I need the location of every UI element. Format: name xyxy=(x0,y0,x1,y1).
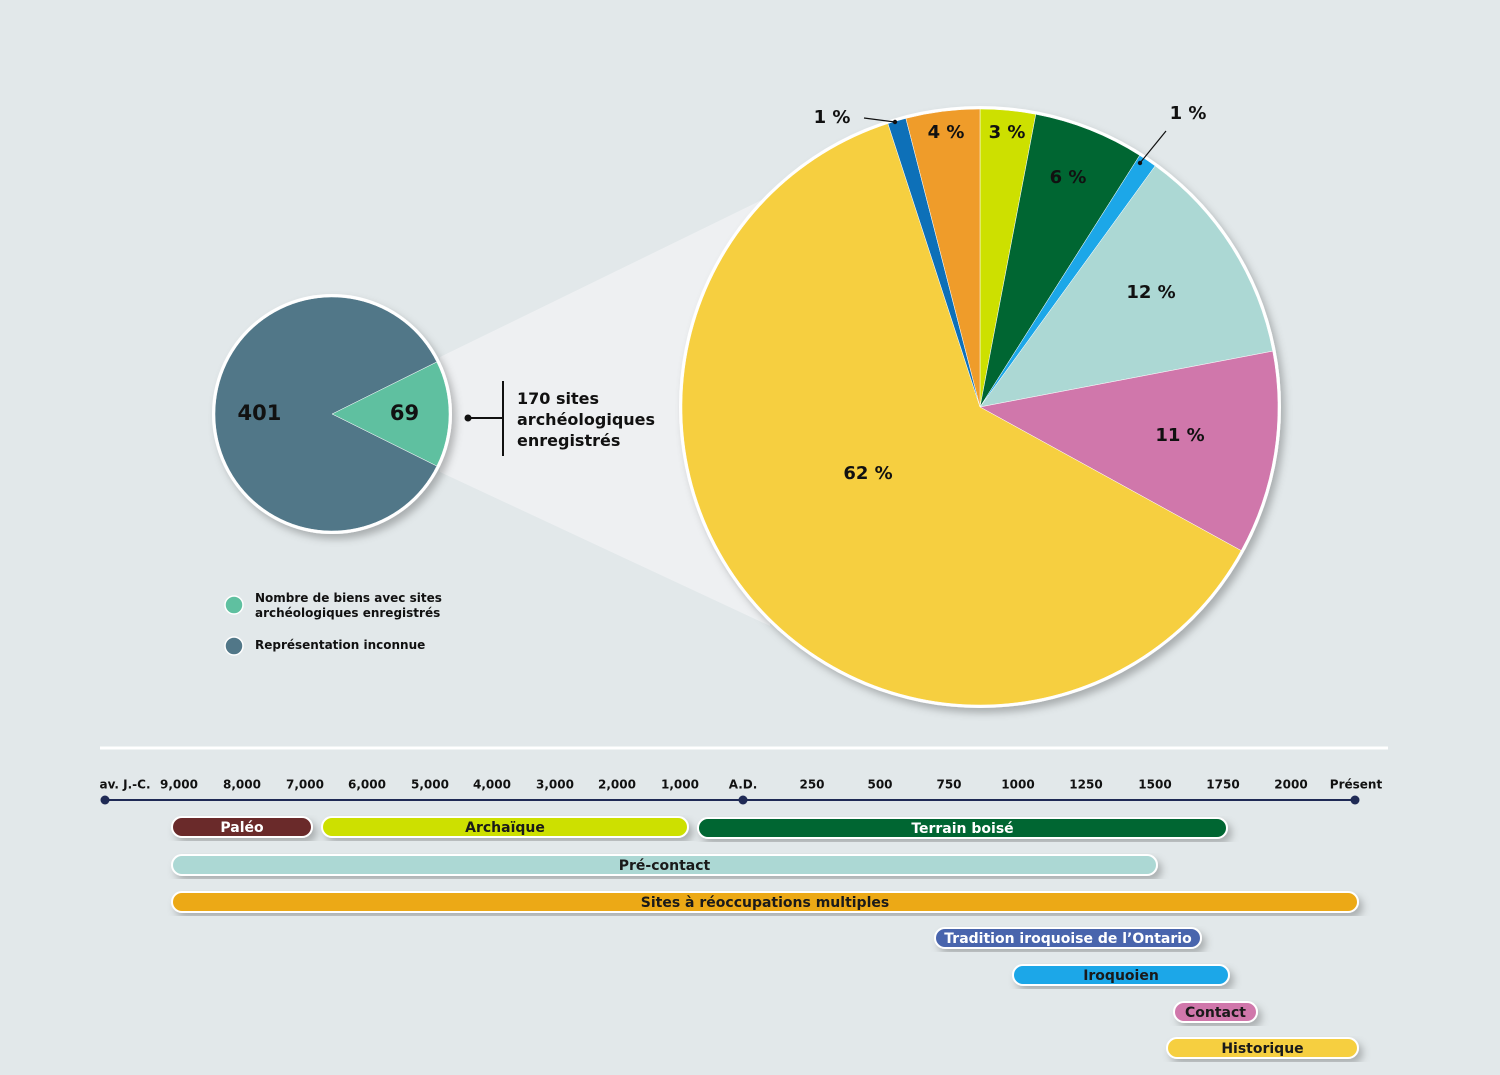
period-bar-fill xyxy=(1166,1037,1359,1059)
axis-dot xyxy=(1350,795,1360,805)
value-label: 12 % xyxy=(1126,282,1175,303)
tick-label: 1,000 xyxy=(661,778,699,792)
tick-label: Présent xyxy=(1330,778,1383,792)
period-label: Iroquoien xyxy=(1083,968,1159,984)
tick-label: A.D. xyxy=(729,778,758,792)
leader-dot xyxy=(1137,160,1143,166)
period-label: Pré-contact xyxy=(619,858,711,874)
annotation: 170 sites archéologiques enregistrés xyxy=(517,389,656,450)
legend-label: Représentation inconnue xyxy=(255,638,426,652)
value-label: 1 % xyxy=(1170,103,1207,124)
period-label: Tradition iroquoise de l’Ontario xyxy=(944,931,1192,947)
period-label: Terrain boisé xyxy=(911,821,1013,837)
tick-label: 9,000 xyxy=(160,778,198,792)
legend-swatch xyxy=(224,636,244,656)
period-label: Contact xyxy=(1185,1005,1246,1021)
leader-dot xyxy=(892,119,898,125)
tick-label: 1500 xyxy=(1138,778,1171,792)
legend-swatch xyxy=(224,595,244,615)
period-bar xyxy=(934,927,1202,949)
value-label: 3 % xyxy=(989,122,1026,143)
leader-line xyxy=(1139,130,1167,164)
period-label: Archaïque xyxy=(465,820,545,836)
pie-slice xyxy=(979,350,1279,551)
period-bar-fill xyxy=(171,854,1158,876)
callout-dot xyxy=(464,414,472,422)
tick-label: 1250 xyxy=(1069,778,1102,792)
tick-label: 2,000 xyxy=(598,778,636,792)
period-bar-fill xyxy=(697,817,1228,839)
value-label: 62 % xyxy=(843,463,892,484)
period-bar-fill xyxy=(1173,1001,1258,1023)
value-label: 6 % xyxy=(1050,167,1087,188)
tick-label: 250 xyxy=(799,778,824,792)
period-bar xyxy=(1012,964,1230,986)
value-label: 401 xyxy=(238,401,282,425)
tick-label: 8,000 xyxy=(223,778,261,792)
tick-label: 1000 xyxy=(1001,778,1034,792)
pie-slice xyxy=(681,123,1242,706)
tick-label: 2000 xyxy=(1274,778,1307,792)
period-bar xyxy=(1166,1037,1359,1059)
period-bar xyxy=(171,854,1158,876)
period-label: Sites à réoccupations multiples xyxy=(641,895,889,911)
pie xyxy=(212,294,452,534)
value-label: 69 xyxy=(390,401,419,425)
pie-slice xyxy=(331,361,450,467)
tick-label: av. J.-C. xyxy=(99,778,150,792)
period-bar xyxy=(697,817,1228,839)
axis-dot xyxy=(100,795,110,805)
period-bar xyxy=(1173,1001,1258,1023)
axis-dot xyxy=(738,795,748,805)
period-label: Historique xyxy=(1221,1041,1303,1057)
period-bar xyxy=(171,816,313,838)
period-bar-fill xyxy=(1012,964,1230,986)
legend-label: Nombre de biens avec sites archéologique… xyxy=(255,591,442,620)
pie xyxy=(679,106,1281,708)
value-label: 1 % xyxy=(814,107,851,128)
tick-label: 1750 xyxy=(1206,778,1239,792)
period-bar-fill xyxy=(321,816,689,838)
period-bar-fill xyxy=(934,927,1202,949)
leader-line xyxy=(863,117,896,123)
value-label: 4 % xyxy=(928,122,965,143)
tick-label: 6,000 xyxy=(348,778,386,792)
pie-slice xyxy=(214,296,438,532)
tick-label: 500 xyxy=(867,778,892,792)
period-bar xyxy=(171,891,1359,913)
period-bar xyxy=(321,816,689,838)
pie-slice xyxy=(979,165,1274,408)
period-label: Paléo xyxy=(220,820,264,836)
tick-label: 7,000 xyxy=(286,778,324,792)
tick-label: 5,000 xyxy=(411,778,449,792)
period-bar-fill xyxy=(171,816,313,838)
zoom-cone xyxy=(440,196,770,626)
tick-label: 4,000 xyxy=(473,778,511,792)
pie-slice xyxy=(905,108,981,408)
tick-label: 750 xyxy=(936,778,961,792)
period-bar-fill xyxy=(171,891,1359,913)
tick-label: 3,000 xyxy=(536,778,574,792)
value-label: 11 % xyxy=(1155,425,1204,446)
